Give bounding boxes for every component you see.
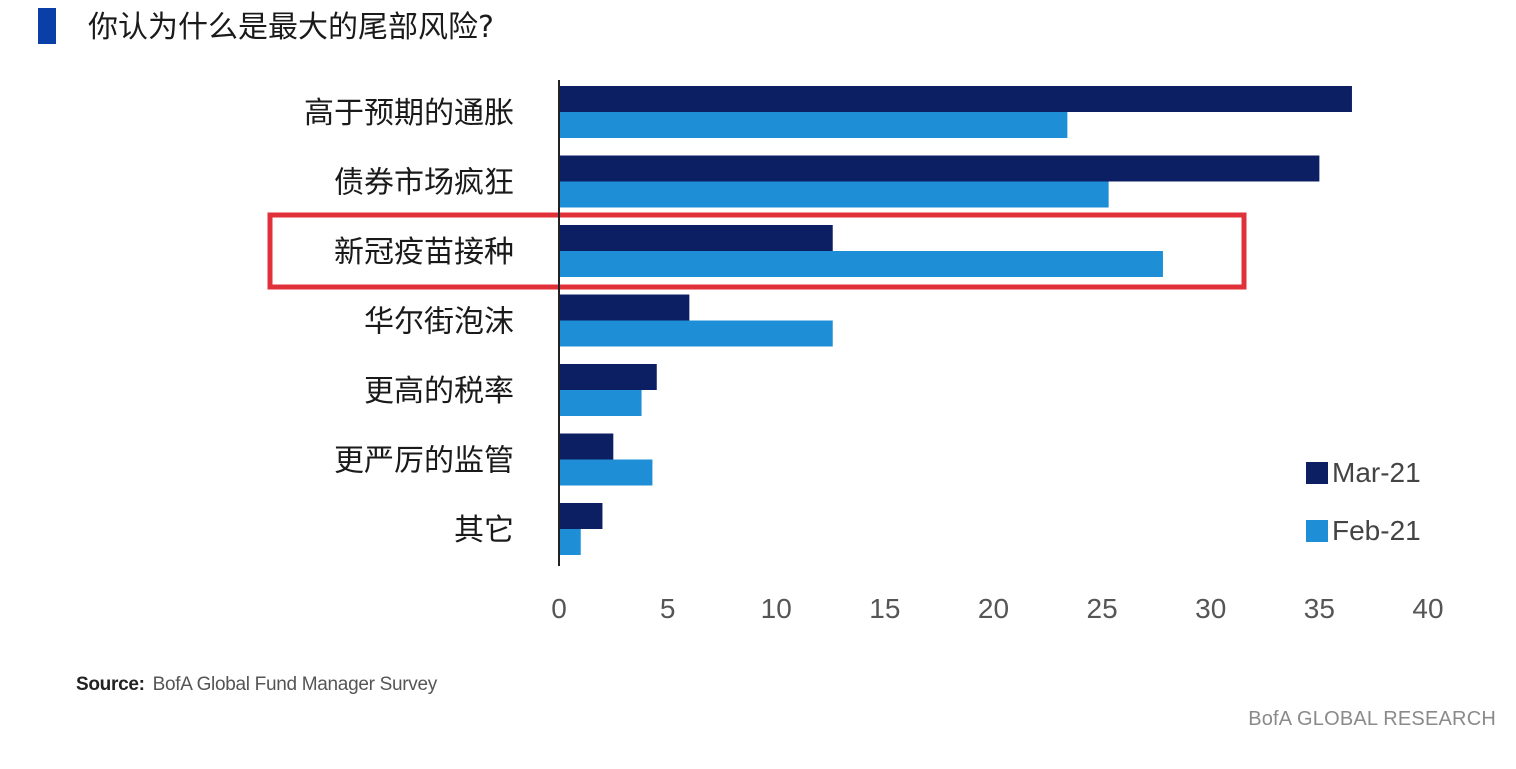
bar-feb21-5 <box>559 459 653 486</box>
brand-label: BofA GLOBAL RESEARCH <box>1248 708 1496 730</box>
category-label-5: 更严厉的监管 <box>334 444 514 479</box>
chart-title: 你认为什么是最大的尾部风险? <box>88 10 494 45</box>
source-text: BofA Global Fund Manager Survey <box>152 674 438 695</box>
category-label-4: 更高的税率 <box>364 374 514 409</box>
x-tick-label-7: 35 <box>1304 593 1335 624</box>
x-tick-label-8: 40 <box>1412 593 1443 624</box>
bar-mar21-1 <box>559 155 1320 182</box>
bar-mar21-3 <box>559 294 690 321</box>
title-accent-bar <box>38 8 56 44</box>
x-tick-label-4: 20 <box>978 593 1009 624</box>
category-label-3: 华尔街泡沫 <box>364 305 514 340</box>
bar-feb21-0 <box>559 112 1068 138</box>
x-tick-label-5: 25 <box>1087 593 1118 624</box>
bar-mar21-0 <box>559 86 1352 112</box>
bar-feb21-2 <box>559 251 1163 277</box>
highlight-box <box>267 212 1247 290</box>
bar-mar21-6 <box>559 503 603 529</box>
bar-feb21-3 <box>559 320 833 347</box>
category-label-6: 其它 <box>454 513 514 548</box>
x-tick-label-2: 10 <box>761 593 792 624</box>
x-tick-label-3: 15 <box>869 593 900 624</box>
source-note: Source: BofA Global Fund Manager Survey <box>76 674 437 696</box>
source-label: Source: <box>76 674 145 695</box>
bar-mar21-4 <box>559 364 657 390</box>
bar-mar21-2 <box>559 225 833 251</box>
x-tick-label-1: 5 <box>660 593 676 624</box>
category-label-0: 高于预期的通胀 <box>304 96 514 131</box>
legend-label-feb21: Feb-21 <box>1332 515 1421 546</box>
category-label-1: 债券市场疯狂 <box>334 166 514 201</box>
legend-swatch-feb21 <box>1306 519 1328 542</box>
bar-feb21-6 <box>559 529 581 555</box>
bar-feb21-1 <box>559 181 1109 208</box>
x-tick-label-0: 0 <box>551 593 567 624</box>
legend-item-mar21: Mar-21 <box>1306 456 1421 490</box>
legend-swatch-mar21 <box>1306 461 1328 484</box>
bar-feb21-4 <box>559 390 642 416</box>
bar-mar21-5 <box>559 433 614 460</box>
x-tick-label-6: 30 <box>1195 593 1226 624</box>
legend-label-mar21: Mar-21 <box>1332 457 1421 488</box>
category-label-2: 新冠疫苗接种 <box>334 235 514 270</box>
legend-item-feb21: Feb-21 <box>1306 514 1421 548</box>
